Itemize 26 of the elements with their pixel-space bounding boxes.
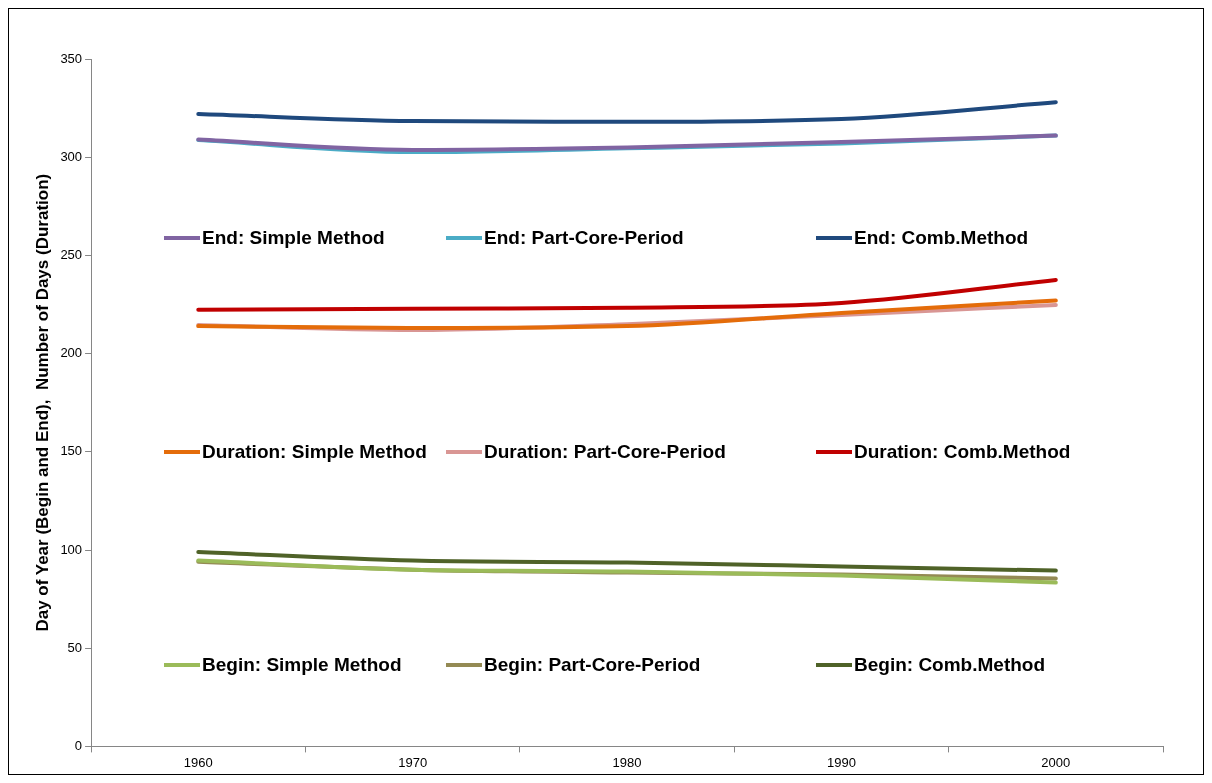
- y-tick-label: 100: [60, 541, 83, 557]
- legend-label: Duration: Part-Core-Period: [484, 441, 726, 463]
- legend-label: Begin: Comb.Method: [854, 654, 1046, 676]
- x-tick-label: 1970: [398, 754, 428, 770]
- y-tick-label: 350: [60, 50, 83, 66]
- y-tick-label: 200: [60, 345, 83, 361]
- x-tick-label: 1990: [826, 754, 856, 770]
- legend-label: Duration: Simple Method: [202, 441, 427, 463]
- y-tick-label: 250: [60, 246, 83, 262]
- line-series: [196, 549, 1058, 573]
- x-tick-label: 1980: [612, 754, 642, 770]
- y-tick-label: 50: [67, 639, 83, 655]
- legend-label: Begin: Part-Core-Period: [484, 654, 701, 676]
- line-series: [196, 277, 1058, 312]
- y-tick-label: 0: [74, 737, 83, 753]
- legend-label: End: Part-Core-Period: [484, 227, 684, 249]
- legend-label: Begin: Simple Method: [202, 654, 402, 676]
- x-tick-label: 2000: [1041, 754, 1071, 770]
- y-axis-title: Day of Year (Begin and End), Number of Days (Duration): [32, 173, 52, 632]
- legend-label: Duration: Comb.Method: [854, 441, 1071, 463]
- y-tick-label: 300: [60, 148, 83, 164]
- x-tick-label: 1960: [183, 754, 213, 770]
- y-tick-label: 150: [60, 443, 83, 459]
- legend-label: End: Comb.Method: [854, 227, 1029, 249]
- line-series: [196, 100, 1058, 124]
- legend-label: End: Simple Method: [202, 227, 385, 249]
